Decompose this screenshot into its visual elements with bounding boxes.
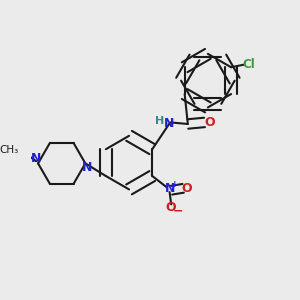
Text: N: N (164, 117, 175, 130)
Text: N: N (165, 182, 175, 195)
Text: O: O (182, 182, 192, 195)
Text: N: N (82, 161, 92, 174)
Text: N: N (31, 152, 41, 166)
Text: H: H (155, 116, 164, 126)
Text: O: O (166, 201, 176, 214)
Text: +: + (172, 180, 179, 189)
Text: CH₃: CH₃ (0, 145, 18, 155)
Text: −: − (173, 205, 183, 218)
Text: O: O (205, 116, 215, 129)
Text: Cl: Cl (242, 58, 255, 71)
